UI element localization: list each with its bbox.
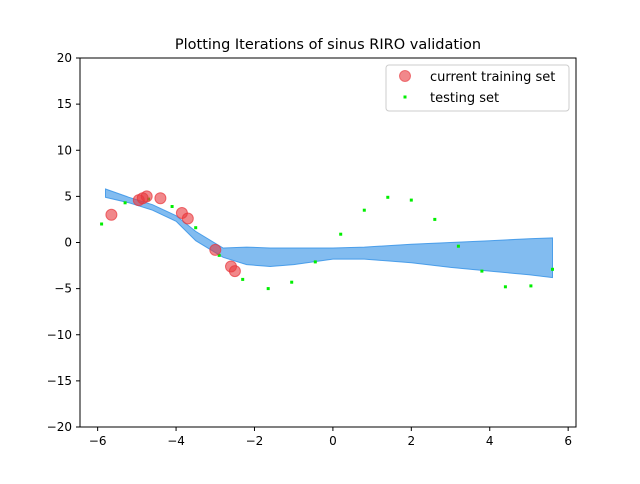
legend-training-marker xyxy=(399,70,411,82)
testing-point xyxy=(433,217,437,221)
y-tick-label: 10 xyxy=(57,143,72,157)
testing-point xyxy=(409,198,413,202)
testing-point xyxy=(362,208,366,212)
y-tick-label: 15 xyxy=(57,97,72,111)
training-point xyxy=(105,208,118,221)
legend-training-label: current training set xyxy=(430,70,555,85)
confidence-band xyxy=(105,188,553,279)
legend-testing-marker xyxy=(403,95,407,99)
testing-point xyxy=(123,201,127,205)
testing-point xyxy=(339,232,343,236)
testing-point xyxy=(386,195,390,199)
testing-point xyxy=(313,260,317,264)
x-tick-label: −6 xyxy=(89,434,107,448)
x-tick-label: 4 xyxy=(486,434,494,448)
training-point xyxy=(154,192,167,205)
testing-point xyxy=(503,285,507,289)
x-tick-label: 6 xyxy=(564,434,572,448)
y-tick-label: 20 xyxy=(57,51,72,65)
chart-title: Plotting Iterations of sinus RIRO valida… xyxy=(175,37,481,53)
data-points-layer xyxy=(100,190,554,291)
y-tick-label: −10 xyxy=(47,328,72,342)
testing-point xyxy=(290,280,294,284)
testing-point xyxy=(100,222,104,226)
testing-point xyxy=(456,244,460,248)
confidence-band-layer xyxy=(105,188,553,279)
y-tick-label: 0 xyxy=(64,236,72,250)
legend: current training set testing set xyxy=(385,64,570,112)
testing-point xyxy=(480,269,484,273)
training-point xyxy=(209,243,222,256)
testing-point xyxy=(529,284,533,288)
training-point xyxy=(228,265,241,278)
testing-point xyxy=(170,205,174,208)
testing-point xyxy=(217,253,221,257)
legend-box xyxy=(385,64,570,112)
x-tick-label: −4 xyxy=(167,434,185,448)
x-tick-label: 0 xyxy=(329,434,337,448)
y-tick-label: 5 xyxy=(64,189,72,203)
testing-point xyxy=(194,226,198,230)
x-tick-label: 2 xyxy=(407,434,415,448)
testing-point xyxy=(551,267,554,271)
testing-point xyxy=(266,287,270,291)
y-tick-label: −5 xyxy=(54,282,72,296)
x-tick-label: −2 xyxy=(246,434,264,448)
y-tick-label: −15 xyxy=(47,374,72,388)
legend-testing-label: testing set xyxy=(430,91,499,106)
training-point xyxy=(181,212,194,225)
training-point xyxy=(140,190,153,203)
y-tick-label: −20 xyxy=(47,420,72,434)
testing-point xyxy=(241,277,245,281)
